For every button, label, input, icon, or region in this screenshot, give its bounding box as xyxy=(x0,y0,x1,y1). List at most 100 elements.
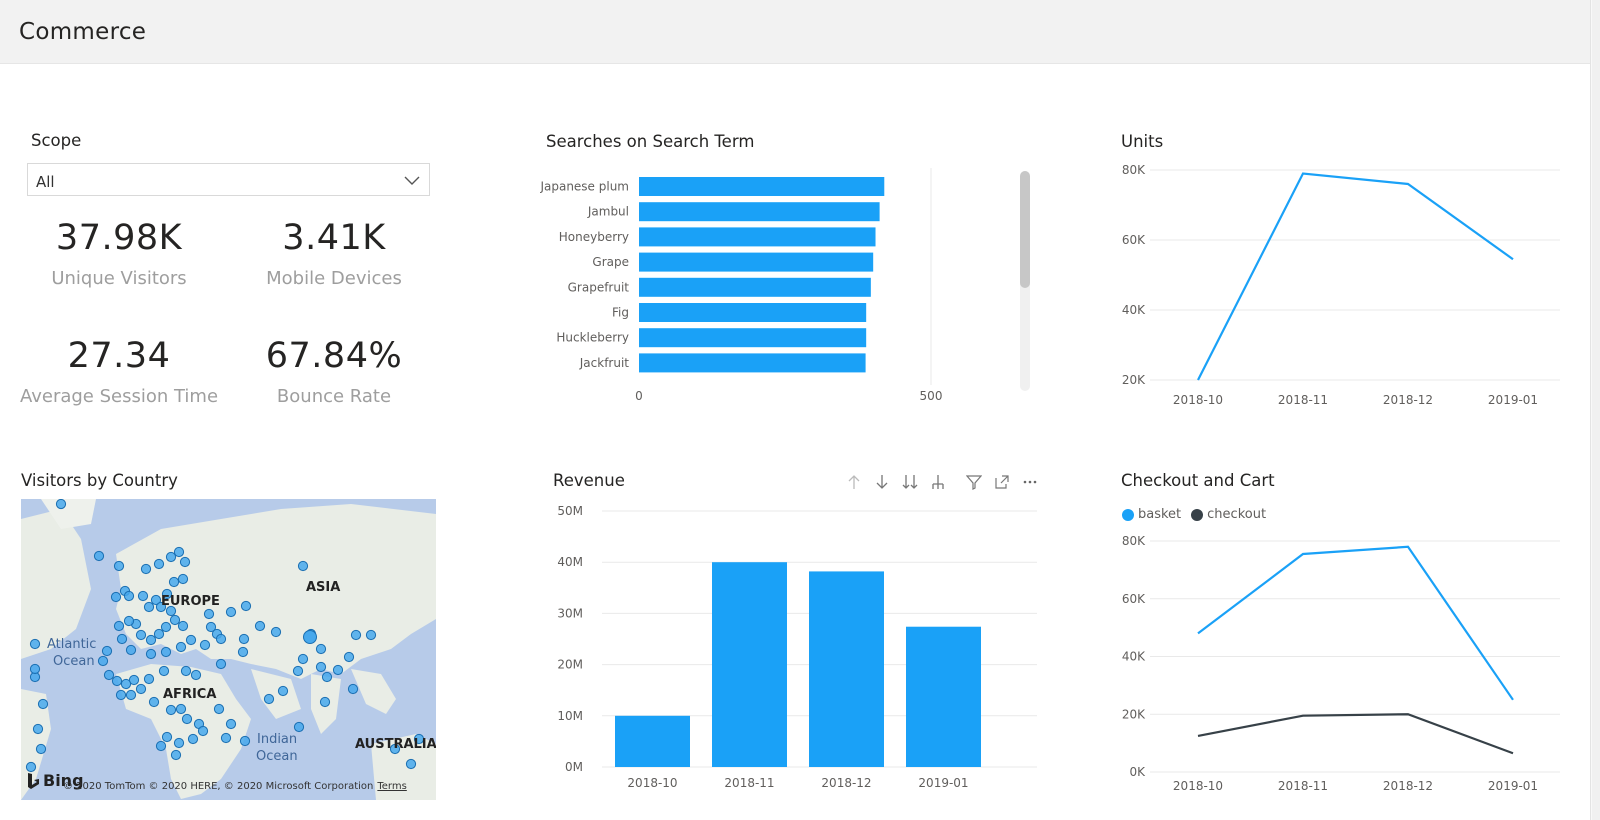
map-canvas[interactable]: ASIA EUROPE AFRICA AUSTRALIA Atlantic Oc… xyxy=(21,499,436,800)
x-tick-label: 2018-12 xyxy=(1383,779,1433,793)
y-tick-label: 0K xyxy=(1129,765,1146,779)
card-mobile-devices: 3.41K Mobile Devices xyxy=(224,218,444,289)
x-tick-label: 2018-11 xyxy=(1278,393,1328,407)
drill-down-icon[interactable] xyxy=(927,471,949,493)
visitor-dot xyxy=(25,761,37,773)
visitor-dot xyxy=(181,713,193,725)
map-terms-link[interactable]: Terms xyxy=(377,781,407,792)
visitor-dot xyxy=(405,758,417,770)
visitor-dot xyxy=(177,573,189,585)
y-tick-label: 40K xyxy=(1122,303,1146,317)
visitor-dot xyxy=(347,683,359,695)
visitor-dot xyxy=(123,615,135,627)
y-tick-label: 60K xyxy=(1122,233,1146,247)
revenue-visual-header xyxy=(843,470,1041,494)
visitor-dot xyxy=(365,629,377,641)
page-scrollbar[interactable] xyxy=(1590,0,1600,820)
scope-title: Scope xyxy=(31,131,82,150)
visitor-dot xyxy=(413,733,425,745)
visitor-dot xyxy=(113,620,125,632)
bing-icon xyxy=(28,772,39,789)
visitor-dot xyxy=(145,648,157,660)
searches-scrollbar-thumb[interactable] xyxy=(1020,171,1030,288)
visitor-dot xyxy=(137,590,149,602)
visitor-dot xyxy=(37,698,49,710)
map-label-europe: EUROPE xyxy=(161,594,220,609)
visitor-dot xyxy=(190,669,202,681)
visitor-dot xyxy=(263,693,275,705)
visitor-dot xyxy=(220,732,232,744)
legend-item-checkout[interactable]: checkout xyxy=(1191,507,1266,522)
bar-jackfruit xyxy=(639,353,866,373)
legend-label-basket: basket xyxy=(1138,507,1182,522)
bar-fig xyxy=(639,303,867,322)
visitor-dot xyxy=(173,737,185,749)
bar-2018-10 xyxy=(615,715,690,767)
visitor-dot xyxy=(165,704,177,716)
card-label: Average Session Time xyxy=(19,386,219,407)
series-line-checkout xyxy=(1197,713,1514,755)
bar-grape xyxy=(639,252,874,272)
visitor-dot xyxy=(179,556,191,568)
y-tick-label: 40M xyxy=(557,555,583,569)
y-tick-label: 80K xyxy=(1122,534,1146,548)
sort-descending-icon[interactable] xyxy=(871,471,893,493)
legend-dot-basket xyxy=(1122,508,1134,521)
bing-label: Bing xyxy=(43,771,84,790)
card-label: Bounce Rate xyxy=(276,386,392,407)
visitor-dot xyxy=(170,749,182,761)
y-tick-label: 60K xyxy=(1122,592,1146,606)
scope-dropdown[interactable]: All xyxy=(27,163,430,196)
visitor-dot xyxy=(254,620,266,632)
visitor-dot xyxy=(343,651,355,663)
visitor-dot xyxy=(35,743,47,755)
map-label-asia: ASIA xyxy=(306,580,340,595)
visitor-dot xyxy=(160,646,172,658)
y-tick-label: 80K xyxy=(1122,163,1146,177)
visitor-dot xyxy=(292,665,304,677)
visitor-dot xyxy=(135,683,147,695)
visitor-dot xyxy=(103,669,115,681)
y-tick-label: 20K xyxy=(1122,373,1146,387)
visitor-dot xyxy=(215,658,227,670)
y-tick-label: 50M xyxy=(557,504,583,518)
legend-item-basket[interactable]: basket xyxy=(1122,507,1181,522)
visitor-dot xyxy=(197,725,209,737)
category-label: Grapefruit xyxy=(568,280,630,294)
more-options-icon[interactable] xyxy=(1019,471,1041,493)
visitor-dot xyxy=(111,675,123,687)
category-label: Honeyberry xyxy=(559,230,629,244)
visitor-dot xyxy=(143,601,155,613)
legend-dot-checkout xyxy=(1191,508,1204,521)
focus-mode-icon[interactable] xyxy=(991,471,1013,493)
visitor-dot xyxy=(135,629,147,641)
visitor-dot xyxy=(55,499,67,510)
visitor-dot xyxy=(97,655,109,667)
visitor-dot xyxy=(93,550,105,562)
card-label: Mobile Devices xyxy=(266,268,402,289)
visitor-dot xyxy=(150,594,162,606)
visitor-dot xyxy=(180,665,192,677)
visitor-dot-large xyxy=(303,630,317,644)
visitor-dot xyxy=(173,546,185,558)
visitor-dot xyxy=(110,591,122,603)
x-tick-label: 2019-01 xyxy=(1488,779,1538,793)
visitor-dot xyxy=(160,621,172,633)
filter-icon[interactable] xyxy=(963,471,985,493)
visitor-dot xyxy=(123,590,135,602)
searches-bar-chart: Japanese plum Jambul Honeyberry Grape Grapef… xyxy=(540,168,942,403)
searches-scrollbar[interactable] xyxy=(1020,171,1030,391)
visitor-dot xyxy=(115,689,127,701)
visitor-dot xyxy=(101,645,113,657)
sort-ascending-icon[interactable] xyxy=(843,471,865,493)
x-tick-label: 0 xyxy=(635,389,643,403)
bar-2018-11 xyxy=(712,562,787,767)
bar-huckleberry xyxy=(639,328,867,348)
page-scrollbar-thumb[interactable] xyxy=(1592,0,1600,820)
visitor-dot xyxy=(120,678,132,690)
bar-jambul xyxy=(639,202,880,222)
visitors-map[interactable]: ASIA EUROPE AFRICA AUSTRALIA Atlantic Oc… xyxy=(21,499,436,800)
land-north-america xyxy=(21,509,91,659)
card-average-session-time: 27.34 Average Session Time xyxy=(9,336,229,407)
expand-all-icon[interactable] xyxy=(899,471,921,493)
